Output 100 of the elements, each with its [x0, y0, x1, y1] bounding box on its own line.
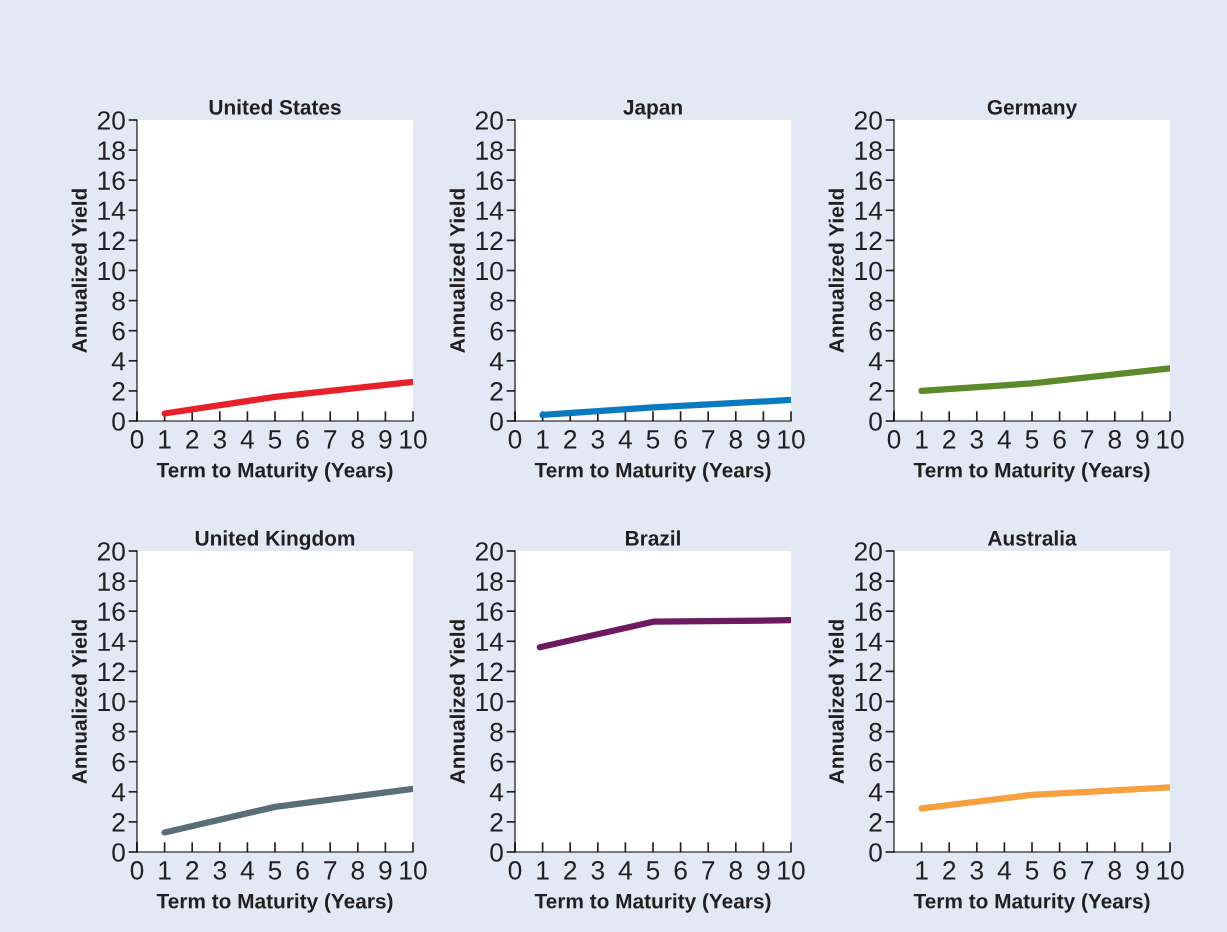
x-tick-label: 5: [1025, 861, 1039, 880]
chart-title: Japan: [623, 100, 682, 119]
x-tick-label: 2: [943, 861, 956, 880]
y-tick-label: 8: [490, 291, 503, 311]
x-tick-label: 4: [618, 430, 632, 449]
x-tick-label: 0: [508, 861, 522, 880]
y-tick-label: 4: [868, 783, 883, 802]
y-tick-label: 14: [855, 632, 883, 651]
x-tick-label: 1: [159, 861, 171, 880]
y-tick-label: 10: [98, 692, 125, 712]
y-tick-label: 6: [869, 321, 882, 341]
x-tick-label: 10: [778, 861, 805, 880]
y-tick-label: 18: [476, 141, 503, 160]
y-tick-label: 4: [489, 783, 504, 802]
y-tick-label: 0: [490, 412, 503, 431]
x-tick-label: 10: [1157, 861, 1184, 880]
y-tick-label: 2: [869, 813, 882, 832]
x-tick-label: 8: [351, 861, 364, 880]
x-tick-label: 3: [591, 430, 604, 449]
x-tick-label: 7: [324, 430, 337, 449]
x-tick-label: 4: [997, 430, 1011, 449]
y-axis-title: Annualized Yield: [449, 189, 465, 353]
x-tick-label: 3: [970, 430, 983, 449]
y-tick-label: 6: [869, 752, 882, 772]
x-tick-label: 2: [943, 430, 956, 449]
y-tick-label: 16: [476, 171, 503, 191]
y-tick-label: 18: [855, 572, 882, 591]
x-axis-title: Term to Maturity (Years): [156, 893, 393, 913]
y-tick-label: 16: [855, 602, 882, 622]
x-tick-label: 6: [674, 430, 687, 449]
x-axis-title: Term to Maturity (Years): [534, 893, 771, 913]
y-tick-label: 12: [98, 662, 125, 681]
y-tick-label: 10: [476, 692, 503, 712]
x-tick-label: 8: [351, 430, 364, 449]
x-tick-label: 4: [618, 861, 632, 880]
y-tick-label: 12: [98, 231, 125, 250]
y-tick-label: 6: [490, 752, 503, 772]
x-tick-label: 1: [537, 861, 549, 880]
y-tick-label: 14: [476, 632, 504, 651]
x-tick-label: 3: [591, 861, 604, 880]
x-tick-label: 10: [400, 430, 427, 449]
x-tick-label: 7: [702, 430, 715, 449]
y-tick-label: 4: [111, 352, 126, 371]
x-tick-label: 8: [1108, 430, 1121, 449]
y-tick-label: 8: [112, 291, 125, 311]
y-tick-label: 20: [854, 542, 882, 561]
x-tick-label: 9: [757, 430, 770, 449]
y-tick-label: 14: [98, 632, 126, 651]
x-tick-label: 3: [213, 861, 226, 880]
x-axis-title: Term to Maturity (Years): [913, 893, 1150, 913]
x-tick-label: 4: [997, 861, 1011, 880]
y-axis-title: Annualized Yield: [71, 620, 87, 784]
y-tick-label: 2: [490, 813, 503, 832]
y-tick-label: 20: [475, 542, 503, 561]
y-tick-label: 6: [112, 752, 125, 772]
x-tick-label: 9: [1136, 861, 1149, 880]
x-tick-label: 5: [646, 430, 660, 449]
y-axis-title: Annualized Yield: [828, 189, 844, 353]
x-tick-label: 5: [1025, 430, 1039, 449]
x-tick-label: 5: [646, 861, 660, 880]
x-tick-label: 1: [916, 861, 928, 880]
y-tick-label: 8: [112, 722, 125, 742]
y-tick-label: 0: [112, 412, 125, 431]
chart-title: United States: [209, 99, 341, 115]
x-tick-label: 3: [970, 861, 983, 880]
y-tick-label: 2: [490, 382, 503, 401]
y-tick-label: 2: [869, 382, 882, 401]
y-tick-label: 0: [869, 843, 882, 862]
x-tick-label: 6: [1053, 430, 1066, 449]
y-axis-title: Annualized Yield: [71, 189, 87, 353]
y-tick-label: 8: [869, 291, 882, 311]
x-tick-label: 1: [537, 430, 549, 449]
chart-title: United Kingdom: [195, 530, 355, 550]
y-tick-label: 0: [112, 843, 125, 862]
y-tick-label: 14: [98, 201, 126, 220]
y-axis-title: Annualized Yield: [449, 620, 465, 784]
x-tick-label: 10: [778, 430, 805, 449]
y-tick-label: 16: [98, 602, 125, 622]
y-tick-label: 2: [112, 382, 125, 401]
y-tick-label: 20: [854, 111, 882, 130]
x-tick-label: 9: [757, 861, 770, 880]
x-tick-label: 2: [186, 861, 199, 880]
x-tick-label: 7: [1081, 430, 1094, 449]
chart-title: Australia: [987, 530, 1077, 546]
y-tick-label: 0: [869, 412, 882, 431]
y-tick-label: 12: [476, 662, 503, 681]
x-tick-label: 6: [296, 430, 309, 449]
x-tick-label: 2: [564, 861, 577, 880]
chart-title: Germany: [987, 99, 1078, 119]
x-tick-label: 4: [240, 430, 254, 449]
y-tick-label: 6: [112, 321, 125, 341]
y-tick-label: 4: [868, 352, 883, 371]
y-tick-label: 16: [476, 602, 503, 622]
y-tick-label: 18: [476, 572, 503, 591]
x-axis-title: Term to Maturity (Years): [913, 462, 1150, 482]
x-tick-label: 0: [130, 861, 144, 880]
x-tick-label: 9: [379, 861, 392, 880]
y-tick-label: 20: [475, 111, 503, 130]
y-tick-label: 10: [476, 261, 503, 281]
x-tick-label: 10: [1157, 430, 1184, 449]
